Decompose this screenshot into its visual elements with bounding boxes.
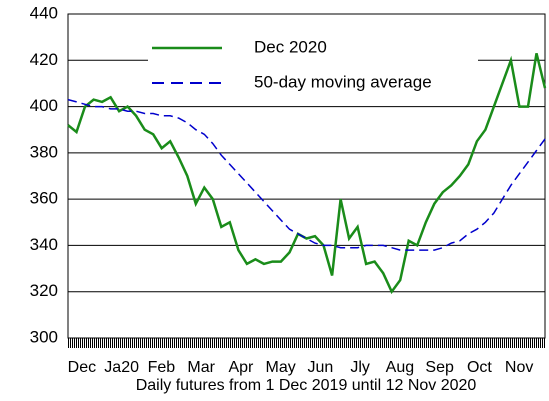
series-line <box>67 53 547 295</box>
x-tick-label: Aug <box>386 359 414 376</box>
day-ticks <box>68 338 545 348</box>
x-axis-title: Daily futures from 1 Dec 2019 until 12 N… <box>136 377 477 394</box>
x-tick-label: Oct <box>467 359 492 376</box>
y-tick-label: 340 <box>30 235 58 254</box>
x-tick-label: Feb <box>148 359 176 376</box>
x-tick-label: Jly <box>350 359 370 376</box>
series-line <box>67 98 546 251</box>
plot-frame <box>67 13 546 339</box>
x-tick-label: Sep <box>425 359 454 376</box>
x-tick-label: May <box>266 359 296 376</box>
y-tick-label: 420 <box>30 50 58 69</box>
y-tick-label: 380 <box>30 142 58 161</box>
y-tick-label: 400 <box>30 96 58 115</box>
legend-label: 50-day moving average <box>254 72 432 91</box>
y-tick-label: 320 <box>30 281 58 300</box>
x-tick-label: Mar <box>187 359 215 376</box>
legend-bg <box>148 69 478 97</box>
x-tick-label: Ja20 <box>104 359 139 376</box>
x-tick-label: Jun <box>308 359 334 376</box>
x-tick-label: Dec <box>68 359 96 376</box>
y-tick-label: 300 <box>30 327 58 346</box>
x-tick-label: Apr <box>228 359 254 376</box>
x-tick-label: Nov <box>505 359 533 376</box>
y-tick-label: 440 <box>30 3 58 22</box>
y-tick-label: 360 <box>30 189 58 208</box>
legend-label: Dec 2020 <box>254 37 327 56</box>
